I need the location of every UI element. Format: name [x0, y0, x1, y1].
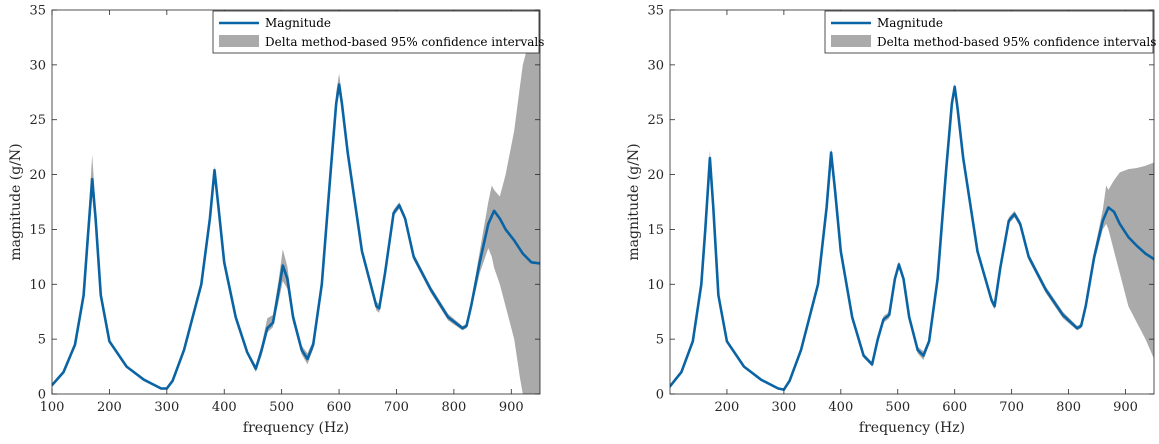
legend-band-swatch [219, 35, 259, 47]
legend-box [212, 10, 540, 54]
y-tick-label: 35 [647, 4, 664, 19]
x-tick-label: 600 [942, 400, 967, 415]
y-tick-label: 20 [647, 168, 664, 183]
y-tick-label: 30 [29, 58, 46, 73]
x-tick-label: 500 [885, 400, 910, 415]
plot-area [670, 10, 1154, 394]
magnitude-line [52, 83, 540, 390]
magnitude-line [670, 85, 1154, 391]
legend-label-magnitude: Magnitude [265, 16, 331, 30]
y-tick-label: 20 [29, 168, 46, 183]
axes-box [51, 9, 541, 395]
y-tick-label: 15 [29, 223, 46, 238]
legend-label-magnitude: Magnitude [877, 16, 943, 30]
chart-panel-2: 200 300 400 500 600 700 800 900 0 5 10 15 20 25 30 35 fr… [626, 4, 1156, 437]
legend: Magnitude Delta method-based 95% confiden… [824, 10, 1156, 54]
legend-label-confidence: Delta method-based 95% confidence interv… [877, 35, 1156, 49]
x-tick-label: 700 [384, 400, 409, 415]
y-tick-label: 10 [29, 278, 46, 293]
y-axis-label: magnitude (g/N) [8, 143, 24, 260]
y-tick-label: 30 [647, 58, 664, 73]
x-tick-label: 200 [97, 400, 122, 415]
y-axis-label: magnitude (g/N) [626, 143, 642, 260]
x-tick-label: 900 [1113, 400, 1138, 415]
x-axis-label: frequency (Hz) [243, 420, 349, 436]
legend-band-swatch [831, 35, 871, 47]
y-tick-label: 0 [656, 388, 664, 403]
x-tick-label: 200 [715, 400, 740, 415]
plot-area [52, 10, 540, 394]
plot-content [52, 10, 540, 394]
legend-label-confidence: Delta method-based 95% confidence interv… [265, 35, 544, 49]
x-tick-label: 300 [154, 400, 179, 415]
x-tick-label: 100 [40, 400, 65, 415]
x-tick-label: 800 [441, 400, 466, 415]
chart-panel-1: 100 200 300 400 500 600 700 800 900 0 5 10 15 20 25 30 3… [8, 4, 544, 437]
x-tick-label: 900 [499, 400, 524, 415]
x-tick-label: 700 [999, 400, 1024, 415]
y-tick-label: 10 [647, 278, 664, 293]
x-axis-label: frequency (Hz) [859, 420, 965, 436]
y-tick-label: 25 [647, 113, 664, 128]
x-tick-label: 300 [771, 400, 796, 415]
x-tick-label: 800 [1056, 400, 1081, 415]
y-tick-label: 15 [647, 223, 664, 238]
y-tick-label: 5 [38, 333, 46, 348]
x-tick-label: 400 [212, 400, 237, 415]
plot-content [670, 83, 1154, 391]
y-tick-label: 5 [656, 333, 664, 348]
x-tick-label: 500 [269, 400, 294, 415]
legend: Magnitude Delta method-based 95% confiden… [212, 10, 544, 54]
axes-box [669, 9, 1155, 395]
x-tick-label: 600 [327, 400, 352, 415]
y-tick-label: 0 [38, 388, 46, 403]
legend-box [824, 10, 1154, 54]
y-tick-label: 25 [29, 113, 46, 128]
y-tick-label: 35 [29, 4, 46, 19]
x-tick-label: 400 [828, 400, 853, 415]
